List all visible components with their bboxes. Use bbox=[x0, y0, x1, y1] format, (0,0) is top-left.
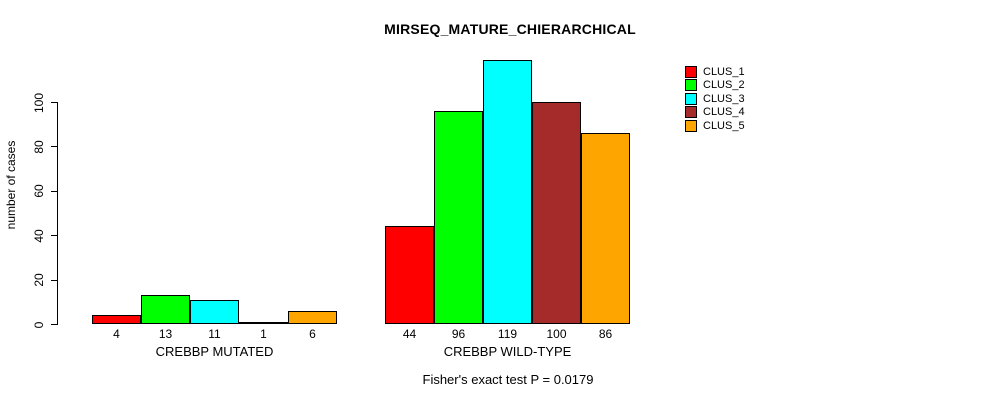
bar-clus_4-group2 bbox=[532, 102, 581, 324]
bar-value-label: 100 bbox=[546, 327, 567, 341]
legend-label: CLUS_2 bbox=[703, 79, 745, 92]
legend-item-clus_2: CLUS_2 bbox=[685, 79, 745, 92]
bar-clus_1-group2 bbox=[385, 226, 434, 324]
group-label: CREBBP MUTATED bbox=[155, 344, 274, 359]
y-tick bbox=[51, 102, 57, 103]
y-axis-line bbox=[57, 102, 58, 325]
stats-annotation: Fisher's exact test P = 0.0179 bbox=[422, 372, 594, 387]
y-tick bbox=[51, 146, 57, 148]
bar-value-label: 11 bbox=[208, 327, 221, 341]
legend-item-clus_5: CLUS_5 bbox=[685, 119, 745, 132]
bar-value-label: 6 bbox=[309, 327, 316, 341]
y-tick-label: 40 bbox=[32, 229, 46, 243]
bar-value-label: 96 bbox=[451, 327, 466, 341]
bar-value-label: 4 bbox=[113, 327, 120, 341]
bar-clus_3-group1 bbox=[190, 299, 239, 324]
bar-clus_2-group1 bbox=[141, 295, 190, 324]
bar-clus_2-group2 bbox=[434, 110, 483, 324]
legend-swatch bbox=[685, 119, 697, 132]
bar-clus_1-group1 bbox=[92, 315, 141, 324]
bar-value-label: 1 bbox=[260, 327, 267, 341]
legend-swatch bbox=[685, 106, 697, 119]
y-tick-label: 80 bbox=[32, 140, 46, 154]
legend-item-clus_4: CLUS_4 bbox=[685, 106, 745, 119]
bar-value-label: 13 bbox=[158, 327, 173, 341]
y-tick-label: 60 bbox=[32, 184, 46, 198]
legend-item-clus_1: CLUS_1 bbox=[685, 66, 745, 78]
legend-label: CLUS_5 bbox=[703, 119, 745, 132]
group-label: CREBBP WILD-TYPE bbox=[443, 344, 572, 359]
chart-title: MIRSEQ_MATURE_CHIERARCHICAL bbox=[384, 21, 636, 37]
legend-label: CLUS_3 bbox=[703, 92, 745, 105]
y-tick bbox=[51, 279, 57, 281]
legend-label: CLUS_1 bbox=[703, 66, 745, 78]
bar-value-label: 119 bbox=[497, 327, 518, 341]
y-tick-label: 0 bbox=[32, 321, 46, 328]
bar-clus_3-group2 bbox=[483, 59, 532, 324]
bar-clus_4-group1 bbox=[239, 321, 288, 324]
y-tick bbox=[51, 235, 57, 237]
legend-item-clus_3: CLUS_3 bbox=[685, 92, 745, 105]
bar-value-label: 44 bbox=[402, 327, 417, 341]
legend-swatch bbox=[685, 66, 697, 78]
legend-label: CLUS_4 bbox=[703, 106, 745, 119]
bar-clus_5-group1 bbox=[288, 310, 337, 324]
bar-clus_5-group2 bbox=[581, 133, 630, 324]
y-tick-label: 100 bbox=[32, 92, 46, 113]
bar-value-label: 86 bbox=[598, 327, 613, 341]
y-tick-label: 20 bbox=[32, 273, 46, 287]
y-axis-label-text: number of cases bbox=[4, 140, 18, 230]
y-tick bbox=[51, 190, 57, 192]
legend-swatch bbox=[685, 79, 697, 92]
y-tick bbox=[51, 324, 57, 325]
legend-swatch bbox=[685, 92, 697, 105]
